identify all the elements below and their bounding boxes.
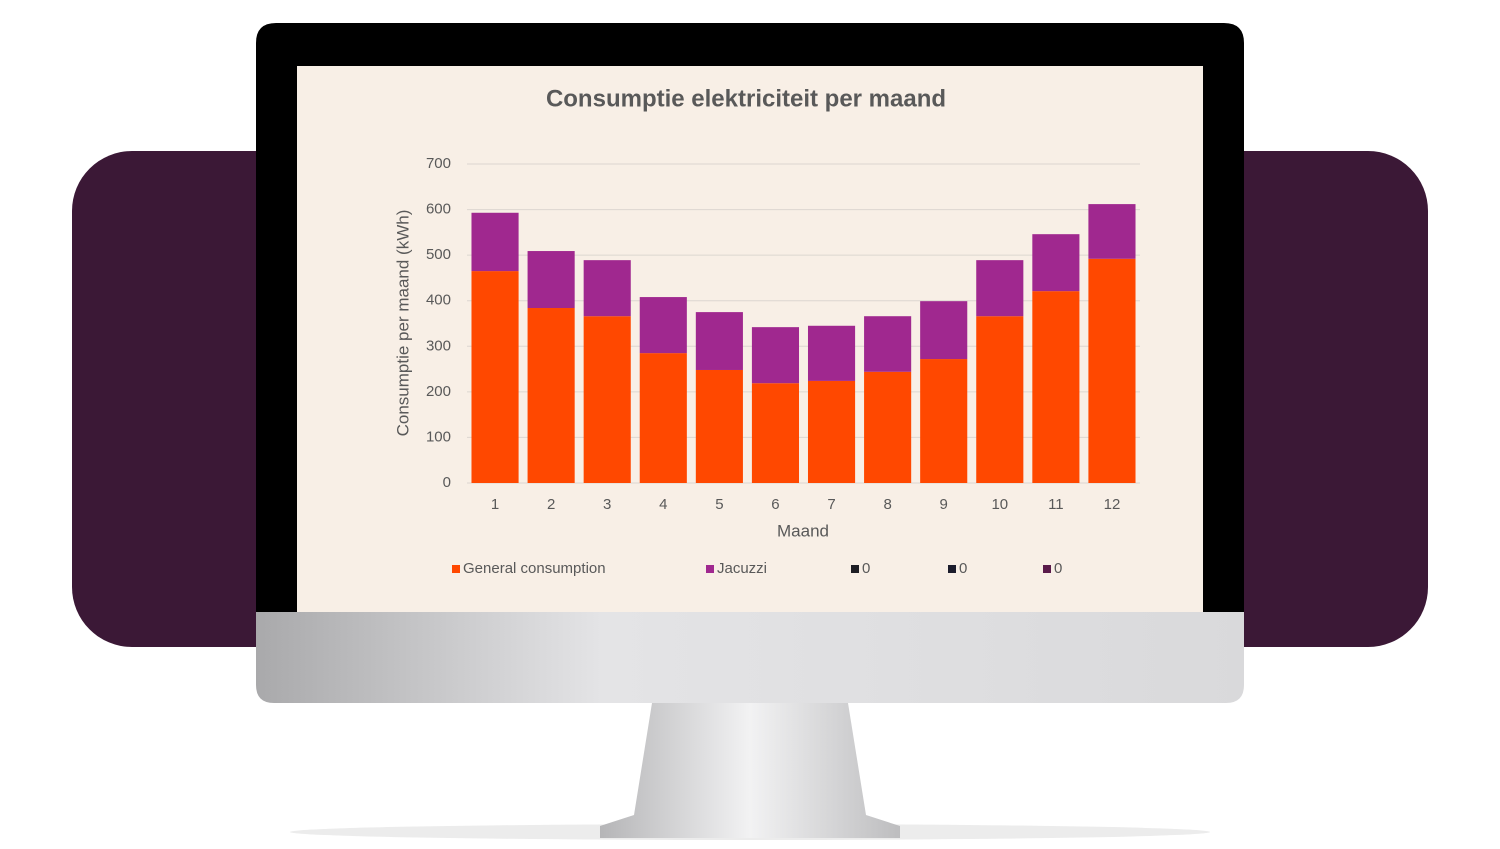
x-tick-label: 2 (547, 496, 555, 513)
legend-swatch (1043, 565, 1051, 573)
bar-segment (807, 380, 856, 483)
x-tick-label: 9 (940, 496, 948, 513)
y-tick-label: 300 (426, 337, 451, 354)
bar-segment (751, 327, 800, 384)
x-tick-label: 7 (827, 496, 835, 513)
bar-segment (583, 260, 631, 317)
legend-swatch (948, 565, 956, 573)
y-tick-label: 400 (426, 292, 451, 309)
bar-segment (471, 271, 519, 483)
legend-label: 0 (1054, 560, 1062, 577)
bar-segment (1088, 204, 1136, 259)
bar-segment (1032, 291, 1080, 483)
chart: Consumptie elektriciteit per maand Maand… (393, 85, 1140, 577)
bar-segment (527, 308, 575, 483)
x-tick-label: 5 (715, 496, 723, 513)
chart-title: Consumptie elektriciteit per maand (546, 85, 946, 112)
x-tick-label: 6 (771, 496, 779, 513)
bar-segment (471, 212, 519, 272)
y-tick-label: 500 (426, 246, 451, 263)
bar-segment (695, 369, 743, 483)
x-tick-label: 12 (1104, 496, 1121, 513)
x-tick-label: 11 (1048, 496, 1064, 513)
bar-segment (807, 325, 856, 381)
bar-segment (527, 251, 575, 309)
bar-segment (920, 301, 968, 360)
bar-segment (639, 297, 687, 354)
bar-segment (1032, 234, 1080, 292)
legend-label: 0 (862, 560, 870, 577)
x-axis-title: Maand (777, 521, 829, 540)
bar-segment (751, 383, 800, 483)
x-tick-label: 8 (883, 496, 891, 513)
legend-swatch (851, 565, 859, 573)
bar-segment (976, 260, 1024, 317)
y-tick-label: 100 (426, 428, 451, 445)
x-tick-label: 1 (491, 496, 499, 513)
stand (600, 703, 900, 838)
y-tick-label: 200 (426, 383, 451, 400)
legend-swatch (452, 565, 460, 573)
bar-segment (695, 312, 743, 370)
bar-segment (583, 316, 631, 483)
bar-segment (639, 353, 687, 483)
legend-label: Jacuzzi (717, 560, 767, 577)
x-tick-label: 4 (659, 496, 667, 513)
bar-segment (864, 316, 912, 372)
legend-label: 0 (959, 560, 967, 577)
y-tick-label: 600 (426, 201, 451, 218)
x-tick-label: 10 (991, 496, 1008, 513)
legend-swatch (706, 565, 714, 573)
y-tick-label: 0 (443, 474, 451, 491)
bar-segment (1088, 258, 1136, 483)
bar-segment (920, 359, 968, 483)
bar-segment (864, 371, 912, 483)
y-axis-title: Consumptie per maand (kWh) (393, 210, 412, 437)
y-tick-label: 700 (426, 155, 451, 172)
legend-label: General consumption (463, 560, 606, 577)
x-tick-label: 3 (603, 496, 611, 513)
monitor-chin (256, 612, 1244, 703)
bar-segment (976, 316, 1024, 483)
